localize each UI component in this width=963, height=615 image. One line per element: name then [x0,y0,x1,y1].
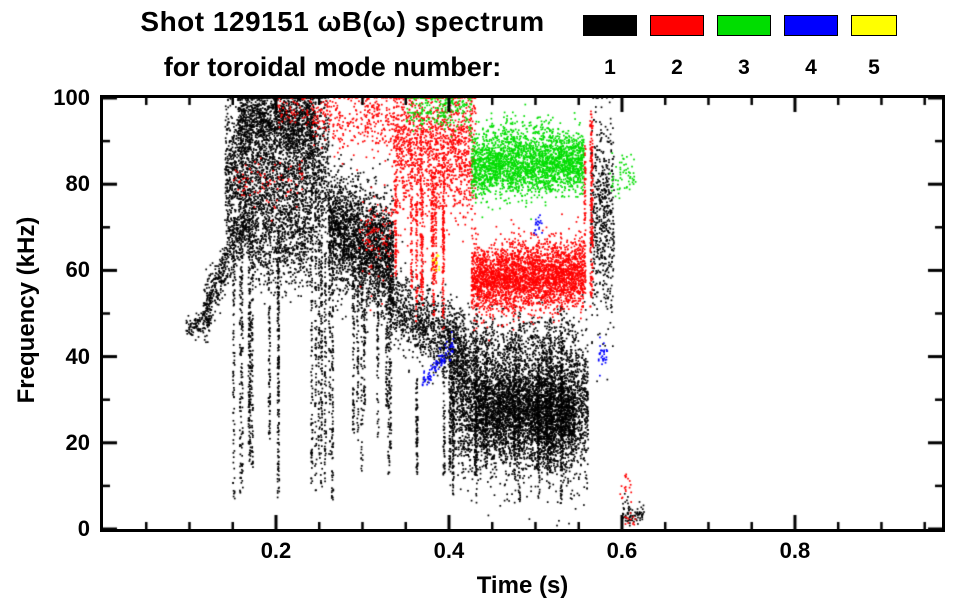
legend-label-mode-5: 5 [868,56,880,79]
legend-label-mode-4: 4 [805,56,817,79]
legend-swatch-mode-1 [583,15,637,36]
y-tick-label: 80 [65,171,90,197]
legend-mode-numbers: 1 2 3 4 5 [583,56,897,80]
x-tick-label: 0.4 [433,538,465,563]
y-tick-label: 100 [53,85,90,110]
y-tick-label: 0 [77,516,90,541]
x-tick-label: 0.6 [606,538,638,563]
y-tick-label: 60 [65,257,90,283]
legend-label-mode-3: 3 [738,56,750,79]
chart-subtitle: for toroidal mode number: [163,52,502,82]
plot-area [100,95,945,532]
x-tick-label: 0.8 [779,538,811,563]
legend-color-swatches [583,15,897,36]
spectrum-scatter-canvas [103,98,942,529]
y-axis-label: Frequency (kHz) [13,216,40,404]
y-tick-label: 40 [65,343,90,369]
x-axis-label: Time (s) [476,572,569,599]
x-tick-label: 0.2 [260,538,292,563]
legend-swatch-mode-2 [650,15,704,36]
legend-label-mode-1: 1 [604,56,616,79]
legend-swatch-mode-4 [784,15,838,36]
y-tick-label: 20 [65,429,90,455]
legend-label-mode-2: 2 [671,56,683,79]
chart-title: Shot 129151 ωB(ω) spectrum [140,6,545,37]
legend-swatch-mode-5 [851,15,897,36]
legend-swatch-mode-3 [717,15,771,36]
